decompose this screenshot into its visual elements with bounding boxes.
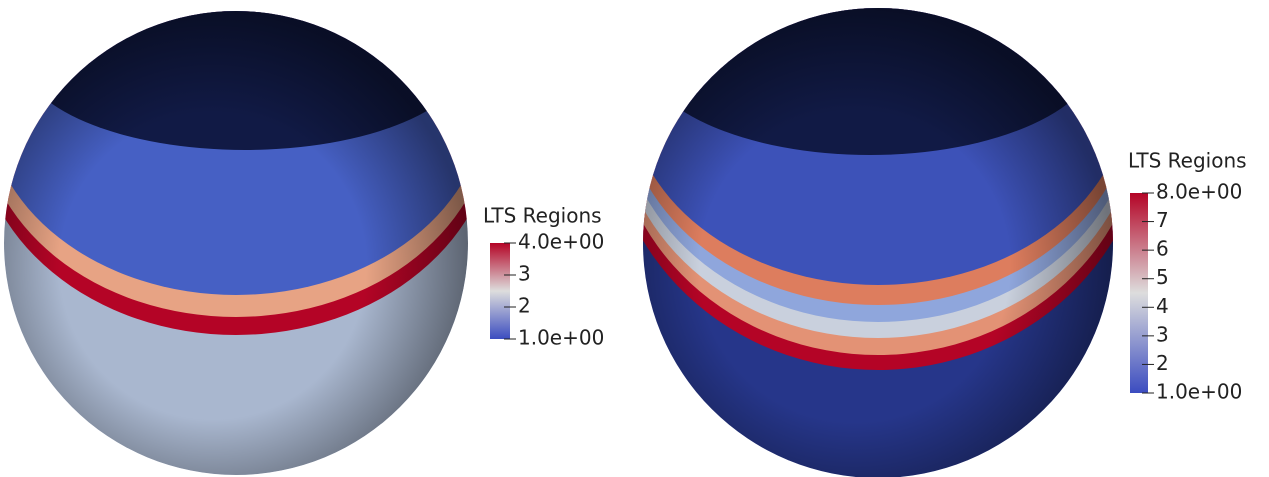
sphere-left [4, 11, 468, 475]
tick-label: 3 [518, 262, 531, 286]
colorbar [1130, 193, 1148, 393]
tick-label: 1.0e+00 [518, 326, 604, 350]
tick-label: 3 [1156, 322, 1169, 346]
tick-label: 4.0e+00 [518, 230, 604, 254]
tick-label: 4 [1156, 294, 1169, 318]
tick-label: 7 [1156, 208, 1169, 232]
tick-label: 6 [1156, 237, 1169, 261]
colorbar-title: LTS Regions [1128, 149, 1247, 173]
sphere-right [643, 8, 1113, 477]
colorbar-title: LTS Regions [483, 204, 602, 228]
tick-label: 5 [1156, 265, 1169, 289]
colorbar [490, 243, 510, 339]
tick-label: 8.0e+00 [1156, 180, 1242, 204]
tick-label: 1.0e+00 [1156, 380, 1242, 404]
tick-label: 2 [518, 294, 531, 318]
tick-label: 2 [1156, 351, 1169, 375]
